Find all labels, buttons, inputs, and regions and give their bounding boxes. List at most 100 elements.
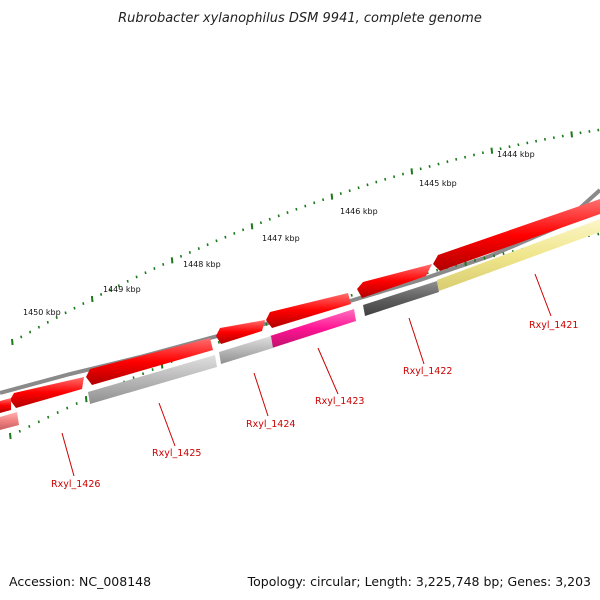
locus-label-Rxyl_1426[interactable]: Rxyl_1426 (51, 479, 100, 490)
locus-leader (317, 347, 339, 395)
locus-label-Rxyl_1424[interactable]: Rxyl_1424 (246, 419, 295, 430)
ruler-tick (526, 141, 529, 145)
ruler-ticks (11, 128, 600, 346)
locus-leader (534, 273, 552, 317)
ruler-tick (436, 268, 439, 272)
ruler-tick (597, 232, 600, 236)
ruler-tick (464, 155, 467, 159)
ruler-tick (286, 211, 289, 214)
ruler-tick (543, 137, 547, 141)
ruler-tick (375, 180, 378, 184)
gene-bar-Rxyl_1421[interactable] (437, 219, 600, 291)
ruler-tick (357, 186, 360, 190)
ruler-tick (401, 172, 405, 176)
ruler-tick (132, 376, 135, 380)
gene-bar-Rxyl_1425[interactable] (88, 355, 217, 404)
ruler-tick (197, 247, 200, 250)
ruler-tick (472, 153, 476, 157)
ruler-tick (265, 323, 268, 326)
ruler-tick (437, 162, 440, 166)
ruler-labels: 1444 kbp 1445 kbp 1446 kbp 1447 kbp 1448… (23, 150, 535, 317)
gene-arrow[interactable] (86, 338, 213, 385)
ruler-tick (483, 256, 486, 260)
ruler-tick (313, 201, 316, 205)
ruler-tick (570, 131, 573, 138)
ruler-tick (142, 372, 145, 376)
ruler-tick (37, 420, 40, 424)
ruler-tick (224, 235, 227, 239)
ruler-tick (508, 145, 511, 149)
locus-leader (158, 402, 176, 447)
ruler-tick (162, 263, 165, 266)
ruler-tick (393, 175, 396, 179)
kbp-label: 1447 kbp (262, 234, 300, 243)
locus-label-Rxyl_1422[interactable]: Rxyl_1422 (403, 366, 452, 377)
locus-leader (408, 317, 425, 365)
gene-arrow[interactable] (10, 377, 84, 408)
ruler-tick (179, 254, 183, 258)
ruler-tick (20, 335, 23, 339)
kbp-label: 1450 kbp (23, 308, 61, 317)
kbp-label: 1444 kbp (497, 150, 535, 159)
ruler-tick (295, 207, 298, 211)
ruler-tick (579, 131, 582, 135)
gene-arrow[interactable] (0, 398, 11, 413)
locus-leader (253, 372, 269, 417)
gene-bar-Rxyl_1424[interactable] (219, 336, 273, 364)
topology-label: Topology: circular; Length: 3,225,748 bp… (247, 574, 591, 589)
gene-arrow[interactable] (216, 320, 265, 344)
ruler-tick (90, 295, 94, 303)
ruler-tick (552, 136, 555, 140)
ruler-tick (304, 204, 307, 208)
gene-bar-Rxyl_1426[interactable] (0, 412, 19, 430)
reverse-genes (0, 219, 600, 430)
ruler-tick (597, 128, 600, 132)
gene-bar-Rxyl_1422[interactable] (363, 281, 439, 316)
ruler-tick (11, 338, 14, 346)
ruler-tick (588, 130, 591, 133)
ruler-tick (170, 257, 174, 264)
genome-backbone (0, 188, 600, 395)
ruler-tick (384, 177, 387, 181)
ruler-tick (502, 252, 505, 255)
ruler-tick (82, 302, 85, 305)
ruler-tick (242, 228, 245, 232)
ruler-tick (492, 254, 496, 258)
ruler-tick (339, 192, 342, 195)
ruler-tick (499, 147, 502, 151)
ruler-tick (217, 340, 220, 344)
ruler-tick (84, 396, 88, 403)
ruler-tick (330, 193, 334, 200)
forward-genes (0, 199, 600, 413)
kbp-label: 1448 kbp (183, 260, 221, 269)
ruler-tick (428, 165, 431, 168)
locus-label-Rxyl_1425[interactable]: Rxyl_1425 (152, 448, 201, 459)
locus-label-Rxyl_1423[interactable]: Rxyl_1423 (315, 396, 364, 407)
locus-leader (61, 432, 75, 477)
ruler-tick (446, 160, 449, 164)
gene-arrow[interactable] (433, 199, 600, 271)
ruler-tick (46, 320, 49, 324)
ruler-tick (268, 217, 271, 221)
gene-arrow[interactable] (357, 264, 432, 298)
ruler-tick (215, 239, 218, 243)
ruler-tick (535, 139, 538, 143)
ruler-tick (18, 429, 21, 433)
ruler-tick (66, 406, 69, 410)
ruler-tick (144, 271, 147, 275)
ruler-tick (419, 167, 422, 171)
ruler-tick (126, 279, 129, 283)
gene-arrow[interactable] (266, 293, 351, 328)
locus-label-Rxyl_1421[interactable]: Rxyl_1421 (529, 320, 578, 331)
ruler-tick (277, 214, 280, 218)
gene-bar-Rxyl_1423[interactable] (270, 309, 356, 348)
ruler-tick (481, 151, 484, 155)
locus-labels: Rxyl_1421 Rxyl_1422 Rxyl_1423 Rxyl_1424 … (51, 273, 578, 490)
ruler-tick (233, 232, 236, 235)
ruler-tick (410, 168, 414, 175)
ruler-tick (473, 259, 477, 262)
ruler-tick (490, 147, 494, 154)
ruler-tick (188, 251, 191, 254)
ruler-tick (561, 134, 564, 138)
